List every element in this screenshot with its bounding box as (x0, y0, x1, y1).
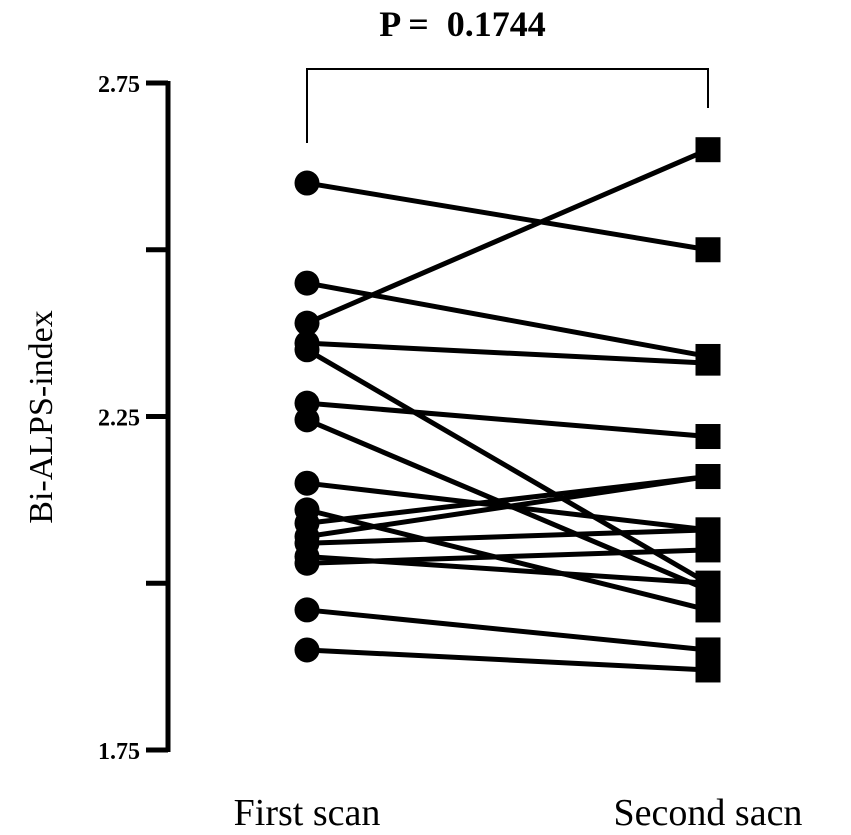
first-scan-point (294, 170, 320, 196)
first-scan-point (294, 550, 320, 576)
first-scan-point (294, 270, 320, 296)
pair-line (306, 340, 709, 366)
first-scan-markers (294, 170, 320, 663)
p-value-label: P = 0.1744 (379, 4, 546, 44)
first-scan-point (294, 407, 320, 433)
y-axis-title: Bi-ALPS-index (23, 310, 60, 523)
y-tick-label: 2.75 (98, 72, 140, 98)
second-scan-markers (695, 137, 721, 683)
pair-line (306, 147, 709, 326)
first-scan-point (294, 637, 320, 663)
pair-line (305, 347, 710, 586)
pair-line (306, 647, 709, 673)
pair-line (306, 474, 709, 540)
second-scan-point (695, 237, 721, 263)
category-labels: First scan Second sacn (234, 792, 803, 834)
second-scan-point (695, 657, 721, 683)
x-category-label: Second sacn (614, 792, 803, 834)
second-scan-point (695, 537, 721, 563)
first-scan-point (294, 337, 320, 363)
y-ticks: 1.75 2.25 2.75 (98, 72, 168, 765)
y-axis: 1.75 2.25 2.75 (98, 72, 171, 765)
second-scan-point (695, 570, 721, 596)
first-scan-point (294, 597, 320, 623)
first-scan-point (294, 470, 320, 496)
second-scan-point (695, 464, 721, 490)
pair-line (306, 607, 709, 653)
pair-line (306, 400, 709, 440)
x-category-label: First scan (234, 792, 381, 834)
pair-line (306, 547, 709, 566)
second-scan-point (695, 350, 721, 376)
pair-line (306, 180, 709, 253)
second-scan-point (695, 137, 721, 163)
pair-lines (305, 147, 710, 673)
first-scan-point (294, 310, 320, 336)
significance-bracket: P = 0.1744 (306, 4, 709, 143)
y-tick-label: 1.75 (98, 739, 140, 765)
pair-line (306, 527, 709, 546)
second-scan-point (695, 597, 721, 623)
bracket-line (306, 68, 709, 143)
y-tick-label: 2.25 (98, 406, 140, 432)
second-scan-point (695, 424, 721, 450)
